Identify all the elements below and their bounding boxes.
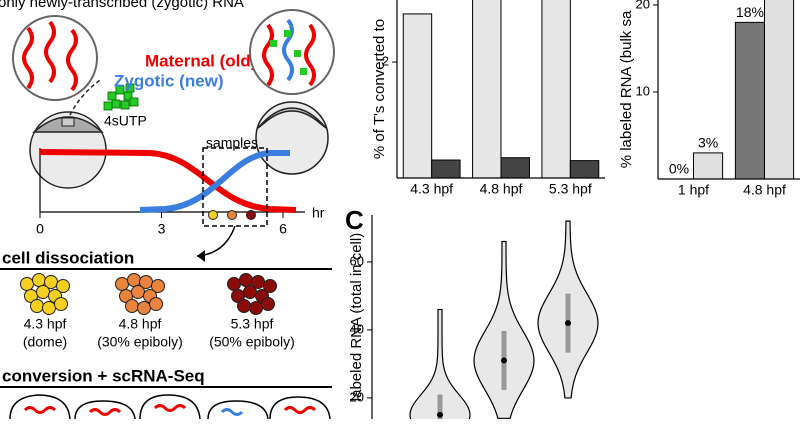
zoom-circle-right xyxy=(249,9,335,95)
zygotic-curve xyxy=(139,150,290,213)
value-label: 3% xyxy=(698,135,718,151)
y-tick-label: 2 xyxy=(382,53,389,68)
value-label: 18% xyxy=(736,4,764,20)
cell xyxy=(237,299,251,313)
x-tick-label: 4.8 hpf xyxy=(743,182,786,198)
stage-time: 4.3 hpf xyxy=(24,316,67,332)
cell xyxy=(137,301,151,315)
arrow xyxy=(196,225,236,257)
x-tick-label: 5.3 hpf xyxy=(549,181,592,197)
samples-label: samples xyxy=(206,135,258,151)
step-title: conversion + scRNA-Seq xyxy=(2,366,205,385)
cell xyxy=(30,299,44,313)
bar xyxy=(569,160,600,179)
arrowhead xyxy=(197,250,205,262)
zoom-circle-left xyxy=(12,15,98,101)
cell xyxy=(20,277,34,291)
cell xyxy=(127,273,141,287)
cell xyxy=(54,297,68,311)
cell-groups: 4.3 hpf (dome) 4.8 hpf (30% epiboly) 5.3 hpf… xyxy=(20,273,295,350)
sample-dot xyxy=(246,210,256,220)
cell xyxy=(151,279,165,293)
cell xyxy=(115,277,129,291)
x-tick-label: 1 hpf xyxy=(678,182,709,198)
y-tick-label: 40 xyxy=(350,321,364,336)
y-tick-label: 10 xyxy=(636,83,650,98)
x-tick-label: 4.3 hpf xyxy=(410,181,453,197)
sample-dot xyxy=(227,210,237,220)
panel-label: C xyxy=(345,205,364,235)
value-label: 0% xyxy=(669,161,689,177)
stage-time: 4.8 hpf xyxy=(119,316,162,332)
violin xyxy=(473,240,535,419)
stage-name: (dome) xyxy=(23,334,67,350)
bars xyxy=(402,0,600,179)
stage-name: (50% epiboly) xyxy=(209,334,295,350)
bar xyxy=(402,13,433,179)
cell-sketches xyxy=(9,394,331,420)
caption: only newly-transcribed (zygotic) RNA xyxy=(0,0,244,11)
stage-time: 5.3 hpf xyxy=(231,316,274,332)
cell xyxy=(249,301,263,315)
cell xyxy=(32,273,46,287)
tick-label: 0 xyxy=(36,221,44,237)
tick-label: 6 xyxy=(279,221,287,237)
bar xyxy=(693,152,724,180)
tick-label: 3 xyxy=(158,221,166,237)
median xyxy=(565,320,571,327)
sample-dot xyxy=(208,210,218,220)
bar xyxy=(734,21,766,180)
maternal-curve xyxy=(39,149,297,213)
bar xyxy=(500,157,530,179)
bar xyxy=(472,0,502,179)
samples-box xyxy=(202,147,268,227)
cell xyxy=(261,297,275,311)
y-axis-label: labeled RNA (total in cell) xyxy=(348,233,365,401)
4sutp-squares xyxy=(103,83,139,111)
median xyxy=(437,411,443,418)
cell xyxy=(239,273,253,287)
median xyxy=(501,357,507,364)
y-tick-label: 60 xyxy=(350,253,364,268)
cell xyxy=(42,301,56,315)
step-title: cell dissociation xyxy=(2,248,134,267)
bar xyxy=(541,0,571,179)
embryo-right xyxy=(255,101,329,175)
cell xyxy=(36,285,50,299)
y-tick-label: 20 xyxy=(350,389,364,404)
x-tick-label: 4.8 hpf xyxy=(480,181,523,197)
cell xyxy=(149,297,163,311)
cell xyxy=(263,279,277,293)
zygotic-label: Zygotic (new) xyxy=(114,71,224,90)
cell xyxy=(56,279,70,293)
cell xyxy=(131,285,145,299)
4sutp-label: 4sUTP xyxy=(104,113,147,129)
bar xyxy=(764,0,795,180)
bar xyxy=(431,159,461,179)
cell xyxy=(227,277,241,291)
maternal-label: Maternal (old) xyxy=(145,51,256,70)
timeline-unit: hr xyxy=(312,205,325,221)
stage-name: (30% epiboly) xyxy=(97,334,183,350)
bars xyxy=(693,0,795,180)
y-axis-label: % labeled RNA (bulk sa xyxy=(618,10,635,168)
cell xyxy=(243,285,257,299)
violin xyxy=(409,308,471,424)
y-tick-label: 20 xyxy=(636,0,650,11)
cell xyxy=(125,299,139,313)
y-axis-label: % of T's converted to xyxy=(371,19,388,159)
